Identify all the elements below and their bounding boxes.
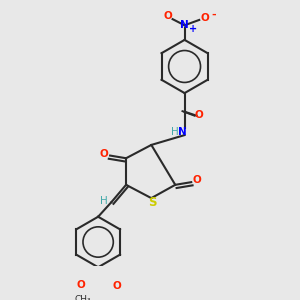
Text: O: O: [193, 175, 201, 185]
Text: O: O: [112, 281, 121, 291]
Text: N: N: [180, 20, 189, 30]
Text: H: H: [100, 196, 108, 206]
Text: CH₃: CH₃: [75, 296, 91, 300]
Text: -: -: [211, 10, 216, 20]
Text: +: +: [189, 24, 197, 34]
Text: H: H: [171, 128, 179, 137]
Text: O: O: [77, 280, 85, 290]
Text: O: O: [195, 110, 204, 120]
Text: O: O: [100, 149, 109, 159]
Text: O: O: [164, 11, 172, 22]
Text: S: S: [148, 196, 157, 208]
Text: O: O: [200, 13, 209, 23]
Text: N: N: [178, 128, 187, 137]
